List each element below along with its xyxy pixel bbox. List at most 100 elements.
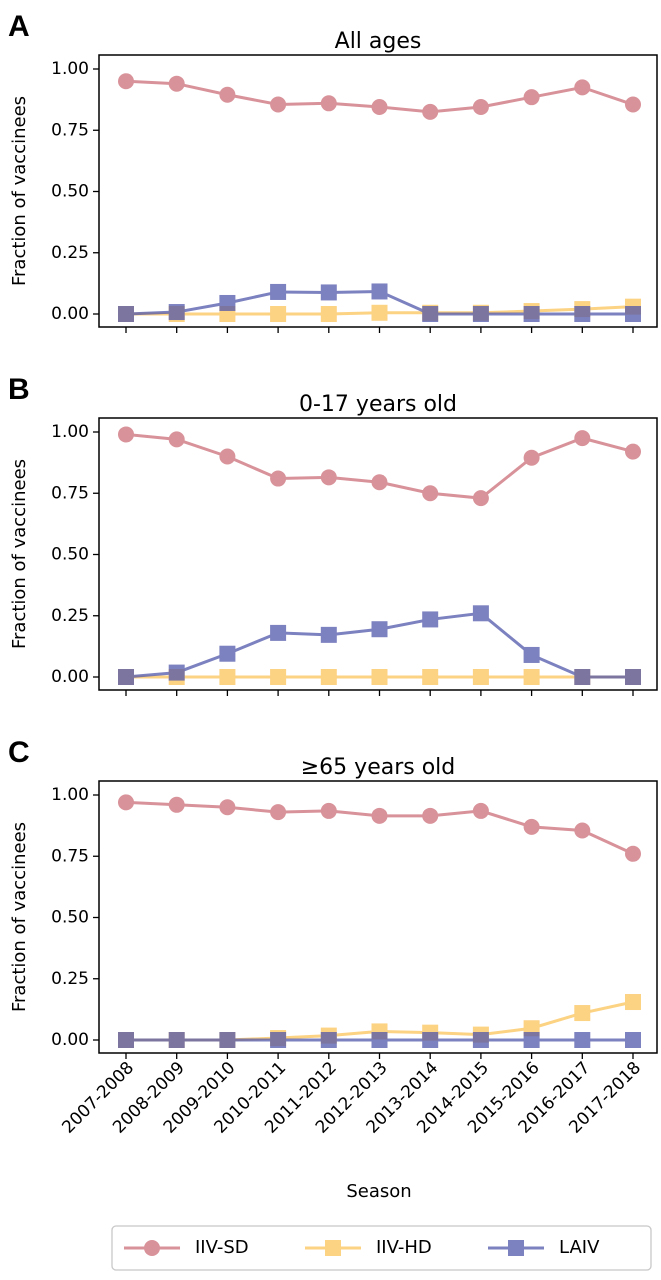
data-point xyxy=(625,1032,641,1048)
legend-label: LAIV xyxy=(559,1237,600,1258)
data-point xyxy=(219,86,236,103)
series-laiv xyxy=(118,1032,641,1048)
data-point xyxy=(320,284,337,301)
data-point xyxy=(574,306,591,322)
data-point xyxy=(422,485,439,502)
data-point xyxy=(574,430,591,447)
data-point xyxy=(472,306,489,322)
panel-letter: C xyxy=(8,736,30,769)
panel-title: ≥65 years old xyxy=(301,755,456,780)
data-point xyxy=(168,431,185,448)
legend-box xyxy=(111,1225,652,1271)
data-point xyxy=(371,669,388,685)
series-iiv-sd xyxy=(118,73,641,120)
data-point xyxy=(219,645,236,662)
y-tick-label: 0.50 xyxy=(51,545,89,565)
series-iiv-sd xyxy=(118,426,641,507)
y-tick-label: 0.00 xyxy=(51,304,89,324)
panel-letter: B xyxy=(8,373,30,406)
panel-title: 0-17 years old xyxy=(299,392,457,417)
data-point xyxy=(422,103,439,120)
data-point xyxy=(219,669,236,685)
data-point xyxy=(422,306,439,322)
data-point xyxy=(472,802,489,819)
data-point xyxy=(371,474,388,491)
data-point xyxy=(422,611,439,628)
data-point xyxy=(523,669,540,685)
data-point xyxy=(270,669,287,685)
series-iiv-sd xyxy=(118,794,641,862)
plot-frame xyxy=(98,54,658,328)
series-laiv xyxy=(118,283,641,322)
data-point xyxy=(625,306,641,322)
y-tick-label: 0.00 xyxy=(51,667,89,687)
y-tick-label: 0.25 xyxy=(51,243,89,263)
data-point xyxy=(270,804,287,821)
data-point xyxy=(422,807,439,824)
x-axis-label: Season xyxy=(346,1181,411,1202)
panels: A All ages Fraction of vaccinees 0.00 0.25 0.… xyxy=(8,10,658,1138)
data-point xyxy=(320,802,337,819)
data-point xyxy=(219,1032,236,1048)
legend-entry-laiv: LAIV xyxy=(488,1237,600,1258)
data-point xyxy=(168,664,185,681)
data-point xyxy=(574,79,591,96)
data-point xyxy=(118,1032,134,1048)
y-axis-label: Fraction of vaccinees xyxy=(9,822,30,1012)
data-point xyxy=(371,98,388,115)
y-tick-label: 0.75 xyxy=(51,846,89,866)
legend-label: IIV-SD xyxy=(195,1237,249,1258)
data-point xyxy=(371,283,388,300)
data-point xyxy=(118,73,134,90)
data-point xyxy=(625,845,641,862)
data-point xyxy=(371,807,388,824)
y-tick-label: 1.00 xyxy=(51,422,89,442)
legend-swatch xyxy=(305,1240,361,1256)
data-point xyxy=(625,669,641,685)
panel-title: All ages xyxy=(335,29,422,54)
data-point xyxy=(574,822,591,839)
data-point xyxy=(472,490,489,507)
data-point xyxy=(320,669,337,685)
data-point xyxy=(574,1005,591,1022)
y-axis-label: Fraction of vaccinees xyxy=(9,459,30,649)
data-point xyxy=(270,624,287,641)
data-point xyxy=(371,621,388,638)
data-point xyxy=(472,605,489,622)
data-point xyxy=(472,98,489,115)
y-tick-label: 0.25 xyxy=(51,969,89,989)
data-point xyxy=(168,796,185,813)
panel-letter: A xyxy=(8,10,30,43)
data-point xyxy=(118,669,134,685)
data-point xyxy=(523,306,540,322)
series-laiv xyxy=(118,605,641,685)
data-point xyxy=(118,794,134,811)
data-point xyxy=(219,448,236,465)
data-point xyxy=(219,799,236,816)
data-point xyxy=(422,1032,439,1048)
data-point xyxy=(574,669,591,685)
data-point xyxy=(472,669,489,685)
data-point xyxy=(168,1032,185,1048)
series-iiv-hd xyxy=(118,298,641,322)
data-point xyxy=(118,426,134,443)
plot-frame xyxy=(98,417,658,691)
data-point xyxy=(523,646,540,663)
data-point xyxy=(574,1032,591,1048)
data-point xyxy=(625,994,641,1011)
legend-entry-iiv-hd: IIV-HD xyxy=(305,1237,432,1258)
y-tick-label: 0.50 xyxy=(51,182,89,202)
data-point xyxy=(625,443,641,460)
legend: IIV-SD IIV-HD LAIV xyxy=(111,1225,652,1271)
y-tick-label: 1.00 xyxy=(51,785,89,805)
data-point xyxy=(168,304,185,321)
data-point xyxy=(472,1032,489,1048)
y-axis-label: Fraction of vaccinees xyxy=(9,96,30,286)
series-iiv-hd xyxy=(118,669,641,685)
data-point xyxy=(270,470,287,487)
legend-swatch xyxy=(488,1240,544,1256)
data-point xyxy=(320,469,337,486)
data-point xyxy=(270,1032,287,1048)
plot-frame xyxy=(98,780,658,1054)
data-point xyxy=(422,669,439,685)
